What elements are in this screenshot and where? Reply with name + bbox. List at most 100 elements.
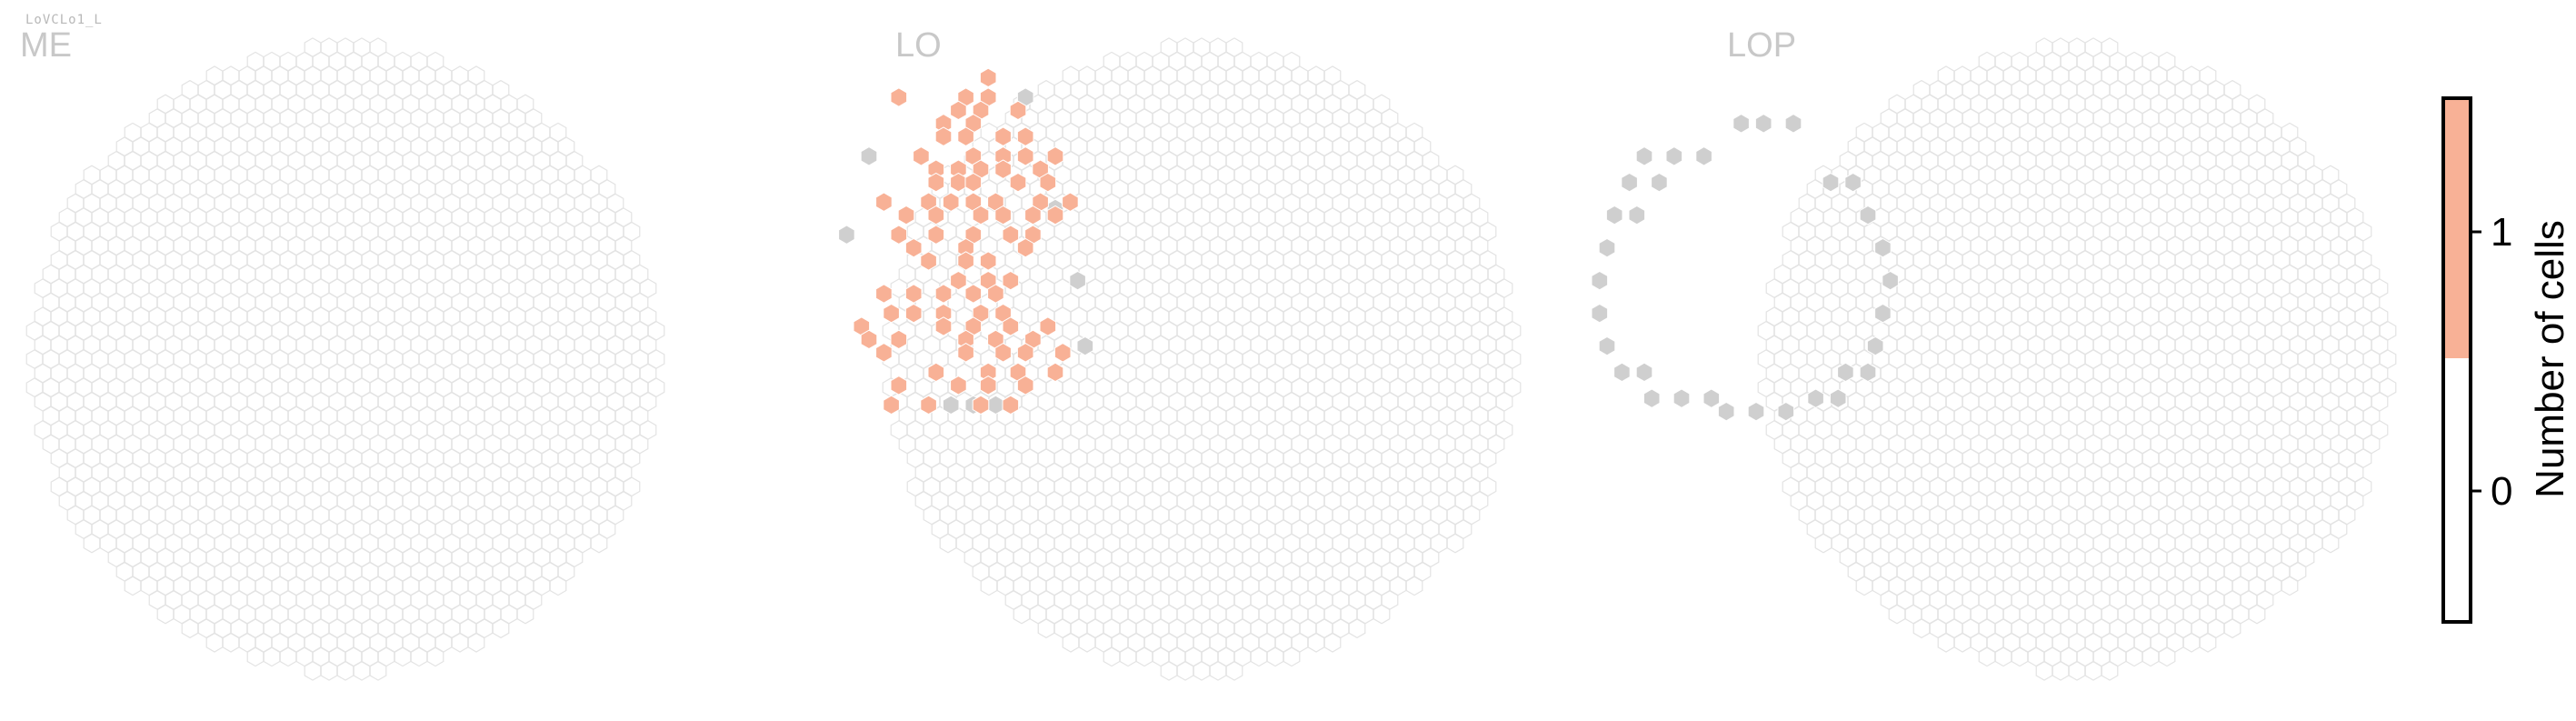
hex-cell bbox=[1405, 576, 1423, 596]
hex-cell bbox=[2084, 661, 2102, 681]
hex-cell bbox=[1994, 646, 2012, 667]
highlighted-hex bbox=[890, 329, 908, 350]
highlighted-hex bbox=[1002, 270, 1020, 291]
highlighted-hex bbox=[979, 376, 997, 396]
highlighted-hex bbox=[972, 205, 990, 225]
highlighted-hex bbox=[1053, 343, 1072, 363]
unmapped-hex bbox=[1866, 335, 1884, 356]
highlighted-hex bbox=[920, 251, 937, 271]
unmapped-hex bbox=[1732, 114, 1750, 134]
hex-cell bbox=[1814, 533, 1832, 554]
highlighted-hex bbox=[1016, 237, 1034, 258]
hex-cell bbox=[2199, 632, 2217, 653]
hex-cell bbox=[2035, 661, 2053, 681]
hex-cell bbox=[1283, 646, 1301, 667]
hex-cell bbox=[426, 646, 444, 667]
hex-cell bbox=[467, 632, 485, 653]
hex-cell bbox=[1323, 632, 1342, 653]
highlighted-hex bbox=[950, 270, 967, 291]
hex-cell bbox=[394, 646, 412, 667]
hex-cell bbox=[2011, 646, 2029, 667]
panel-title-lo: LO bbox=[895, 26, 942, 65]
unmapped-hex bbox=[1628, 205, 1646, 225]
highlighted-hex bbox=[1039, 316, 1057, 336]
hex-cell bbox=[1037, 618, 1055, 639]
unmapped-hex bbox=[1642, 388, 1661, 408]
highlighted-hex bbox=[1016, 126, 1034, 146]
highlighted-hex bbox=[890, 376, 908, 396]
hex-cell bbox=[1888, 604, 1906, 625]
highlighted-hex bbox=[904, 284, 923, 304]
highlighted-hex bbox=[1046, 362, 1064, 383]
hex-grid bbox=[882, 37, 1522, 681]
hex-cell bbox=[1176, 661, 1194, 681]
panel-lop: LOP bbox=[1591, 26, 2397, 681]
unmapped-hex bbox=[1859, 362, 1877, 383]
unmapped-hex bbox=[1874, 237, 1892, 258]
highlighted-hex bbox=[1016, 146, 1034, 166]
hex-cell bbox=[2321, 533, 2340, 554]
hex-cell bbox=[1446, 533, 1464, 554]
cell-type-label: LoVCLo1_L bbox=[25, 13, 103, 27]
highlighted-hex bbox=[1062, 192, 1079, 212]
unmapped-hex bbox=[860, 146, 878, 166]
unmapped-hex bbox=[838, 225, 855, 245]
hex-cell bbox=[1013, 604, 1031, 625]
hex-cell bbox=[353, 661, 371, 681]
hex-cell bbox=[451, 632, 469, 653]
hex-cell bbox=[1135, 646, 1153, 667]
panel-lo: LO bbox=[838, 26, 1522, 681]
highlighted-hex bbox=[875, 284, 893, 304]
unmapped-hex bbox=[1635, 146, 1653, 166]
highlighted-hex bbox=[950, 100, 967, 121]
hex-cell bbox=[1209, 661, 1227, 681]
highlighted-hex bbox=[1009, 100, 1027, 121]
hex-cell bbox=[1855, 576, 1873, 596]
highlighted-hex bbox=[875, 343, 893, 363]
hex-cell bbox=[279, 646, 297, 667]
unmapped-hex bbox=[1859, 205, 1877, 225]
hex-cell bbox=[2052, 661, 2070, 681]
unmapped-hex bbox=[942, 395, 960, 416]
highlighted-hex bbox=[957, 126, 974, 146]
hex-cell bbox=[1193, 661, 1211, 681]
hex-cell bbox=[2142, 646, 2160, 667]
unmapped-hex bbox=[1591, 270, 1609, 291]
unmapped-hex bbox=[1754, 114, 1772, 134]
hex-cell bbox=[1119, 646, 1137, 667]
highlighted-hex bbox=[883, 303, 900, 324]
hex-cell bbox=[2125, 646, 2143, 667]
highlighted-hex bbox=[1024, 205, 1042, 225]
unmapped-hex bbox=[1651, 172, 1668, 193]
hex-cell bbox=[1062, 632, 1080, 653]
hex-cell bbox=[1937, 632, 1955, 653]
highlighted-hex bbox=[860, 329, 878, 350]
highlighted-hex bbox=[904, 237, 923, 258]
unmapped-hex bbox=[1069, 270, 1086, 291]
hex-cell bbox=[1373, 604, 1391, 625]
unmapped-hex bbox=[987, 395, 1004, 416]
unmapped-hex bbox=[1598, 237, 1616, 258]
highlighted-hex bbox=[987, 284, 1004, 304]
hex-cell bbox=[222, 632, 240, 653]
hex-cell bbox=[304, 661, 322, 681]
unmapped-hex bbox=[1844, 172, 1862, 193]
unmapped-hex bbox=[1747, 401, 1765, 422]
hex-cell bbox=[1078, 632, 1096, 653]
highlighted-hex bbox=[957, 343, 974, 363]
highlighted-hex bbox=[942, 192, 960, 212]
highlighted-hex bbox=[1002, 395, 1020, 416]
hex-cell bbox=[1225, 661, 1243, 681]
panel-title-me: ME bbox=[20, 26, 72, 65]
highlighted-hex bbox=[1046, 205, 1064, 225]
hex-cell bbox=[246, 646, 265, 667]
hex-cell bbox=[156, 604, 175, 625]
hex-cell bbox=[2182, 632, 2201, 653]
hex-cell bbox=[1103, 646, 1121, 667]
highlighted-hex bbox=[950, 172, 967, 193]
highlighted-hex bbox=[883, 395, 900, 416]
hex-cell bbox=[320, 661, 338, 681]
hex-cell bbox=[1266, 646, 1284, 667]
highlighted-hex bbox=[1039, 172, 1057, 193]
